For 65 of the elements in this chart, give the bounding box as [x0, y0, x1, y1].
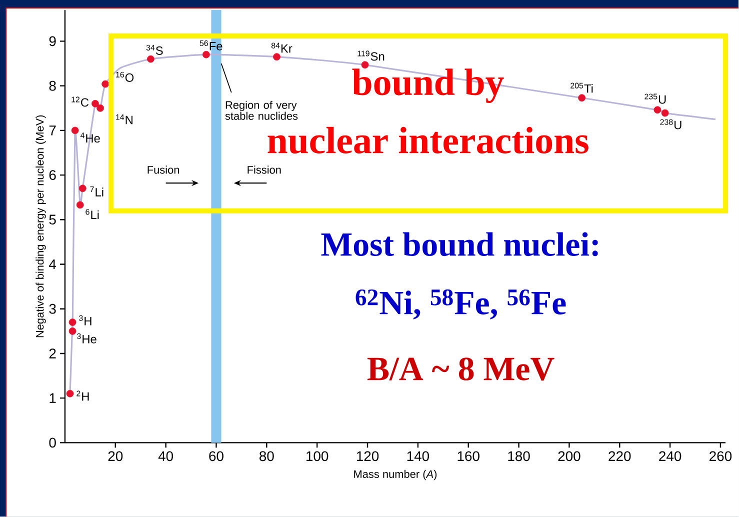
x-axis-title: Mass number (A): [354, 470, 437, 480]
y-tick-label: 4: [49, 259, 56, 269]
point: [76, 201, 84, 209]
x-tick-label: 40: [158, 451, 174, 462]
annotation: $^{56}$Fe: [200, 40, 222, 50]
x-tick-label: 20: [108, 451, 123, 462]
x-tick-label: 160: [458, 451, 480, 462]
annotation: $^{3}$H: [79, 315, 92, 326]
point: [273, 53, 280, 60]
annotation: Region of very stable nuclides: [225, 100, 298, 120]
x-tick-label: 120: [356, 451, 379, 462]
x-tick-label: 200: [558, 451, 580, 462]
point: [66, 390, 74, 398]
annotation: $^{84}$Kr: [271, 42, 292, 53]
annotation: $^{238}$U: [660, 119, 682, 130]
annotation: Most bound nuclei:: [321, 232, 598, 256]
x-tick-label: 260: [710, 451, 732, 462]
point: [78, 184, 86, 192]
y-tick-label: 0: [49, 438, 56, 448]
y-tick-label: 1: [50, 393, 56, 403]
y-tick-label: 7: [49, 126, 56, 136]
x-tick-label: 140: [407, 451, 430, 462]
y-tick-label: 3: [49, 304, 56, 314]
y-tick-label: 9: [49, 36, 56, 46]
annotation: B/A ~ 8 MeV: [367, 358, 554, 381]
annotation: Fission: [248, 166, 281, 174]
x-tick-label: 60: [209, 451, 224, 462]
point: [102, 80, 109, 88]
point: [68, 327, 76, 335]
x-tick-label: 80: [260, 451, 274, 462]
annotation: bound by: [352, 68, 504, 103]
point: [71, 126, 79, 134]
y-tick-label: 2: [49, 348, 56, 358]
annotation: Fusion: [148, 166, 179, 174]
annotation: $^{6}$Li: [86, 209, 99, 219]
point: [96, 104, 104, 112]
point: [578, 94, 586, 102]
x-tick-label: 100: [306, 451, 328, 462]
point: [68, 318, 76, 326]
annotation: $^{16}$O: [116, 72, 134, 82]
y-tick-label: 5: [49, 214, 56, 224]
annotation: $^{3}$He: [77, 333, 96, 344]
annotation: $^{12}$C: [72, 96, 89, 107]
annotation: $^{2}$H: [76, 390, 89, 401]
annotation: $^{34}$S: [146, 44, 163, 55]
annotation: $^{14}$N: [116, 114, 132, 124]
y-axis-title: Negative of binding energy per nucleon (MeV): [36, 115, 46, 338]
annotation: $^{119}$Sn: [358, 50, 384, 61]
annotation: $^{62}$Ni, $^{58}$Fe, $^{56}$Fe: [356, 289, 566, 320]
y-tick-label: 6: [49, 170, 56, 180]
point: [92, 100, 99, 108]
point: [147, 55, 154, 63]
x-tick-label: 220: [608, 451, 631, 462]
annotation: $^{205}$Ti: [570, 82, 593, 93]
annotation: $^{7}$Li: [90, 186, 104, 196]
y-tick-label: 8: [49, 80, 56, 91]
annotation: nuclear interactions: [268, 126, 588, 154]
x-tick-label: 240: [659, 451, 682, 462]
point: [661, 109, 669, 117]
point: [361, 61, 369, 68]
x-tick-label: 180: [508, 451, 530, 462]
annotation: $^{4}$He: [80, 132, 100, 142]
annotation: $^{235}$U: [644, 94, 666, 104]
point: [202, 50, 210, 58]
point: [654, 106, 662, 114]
